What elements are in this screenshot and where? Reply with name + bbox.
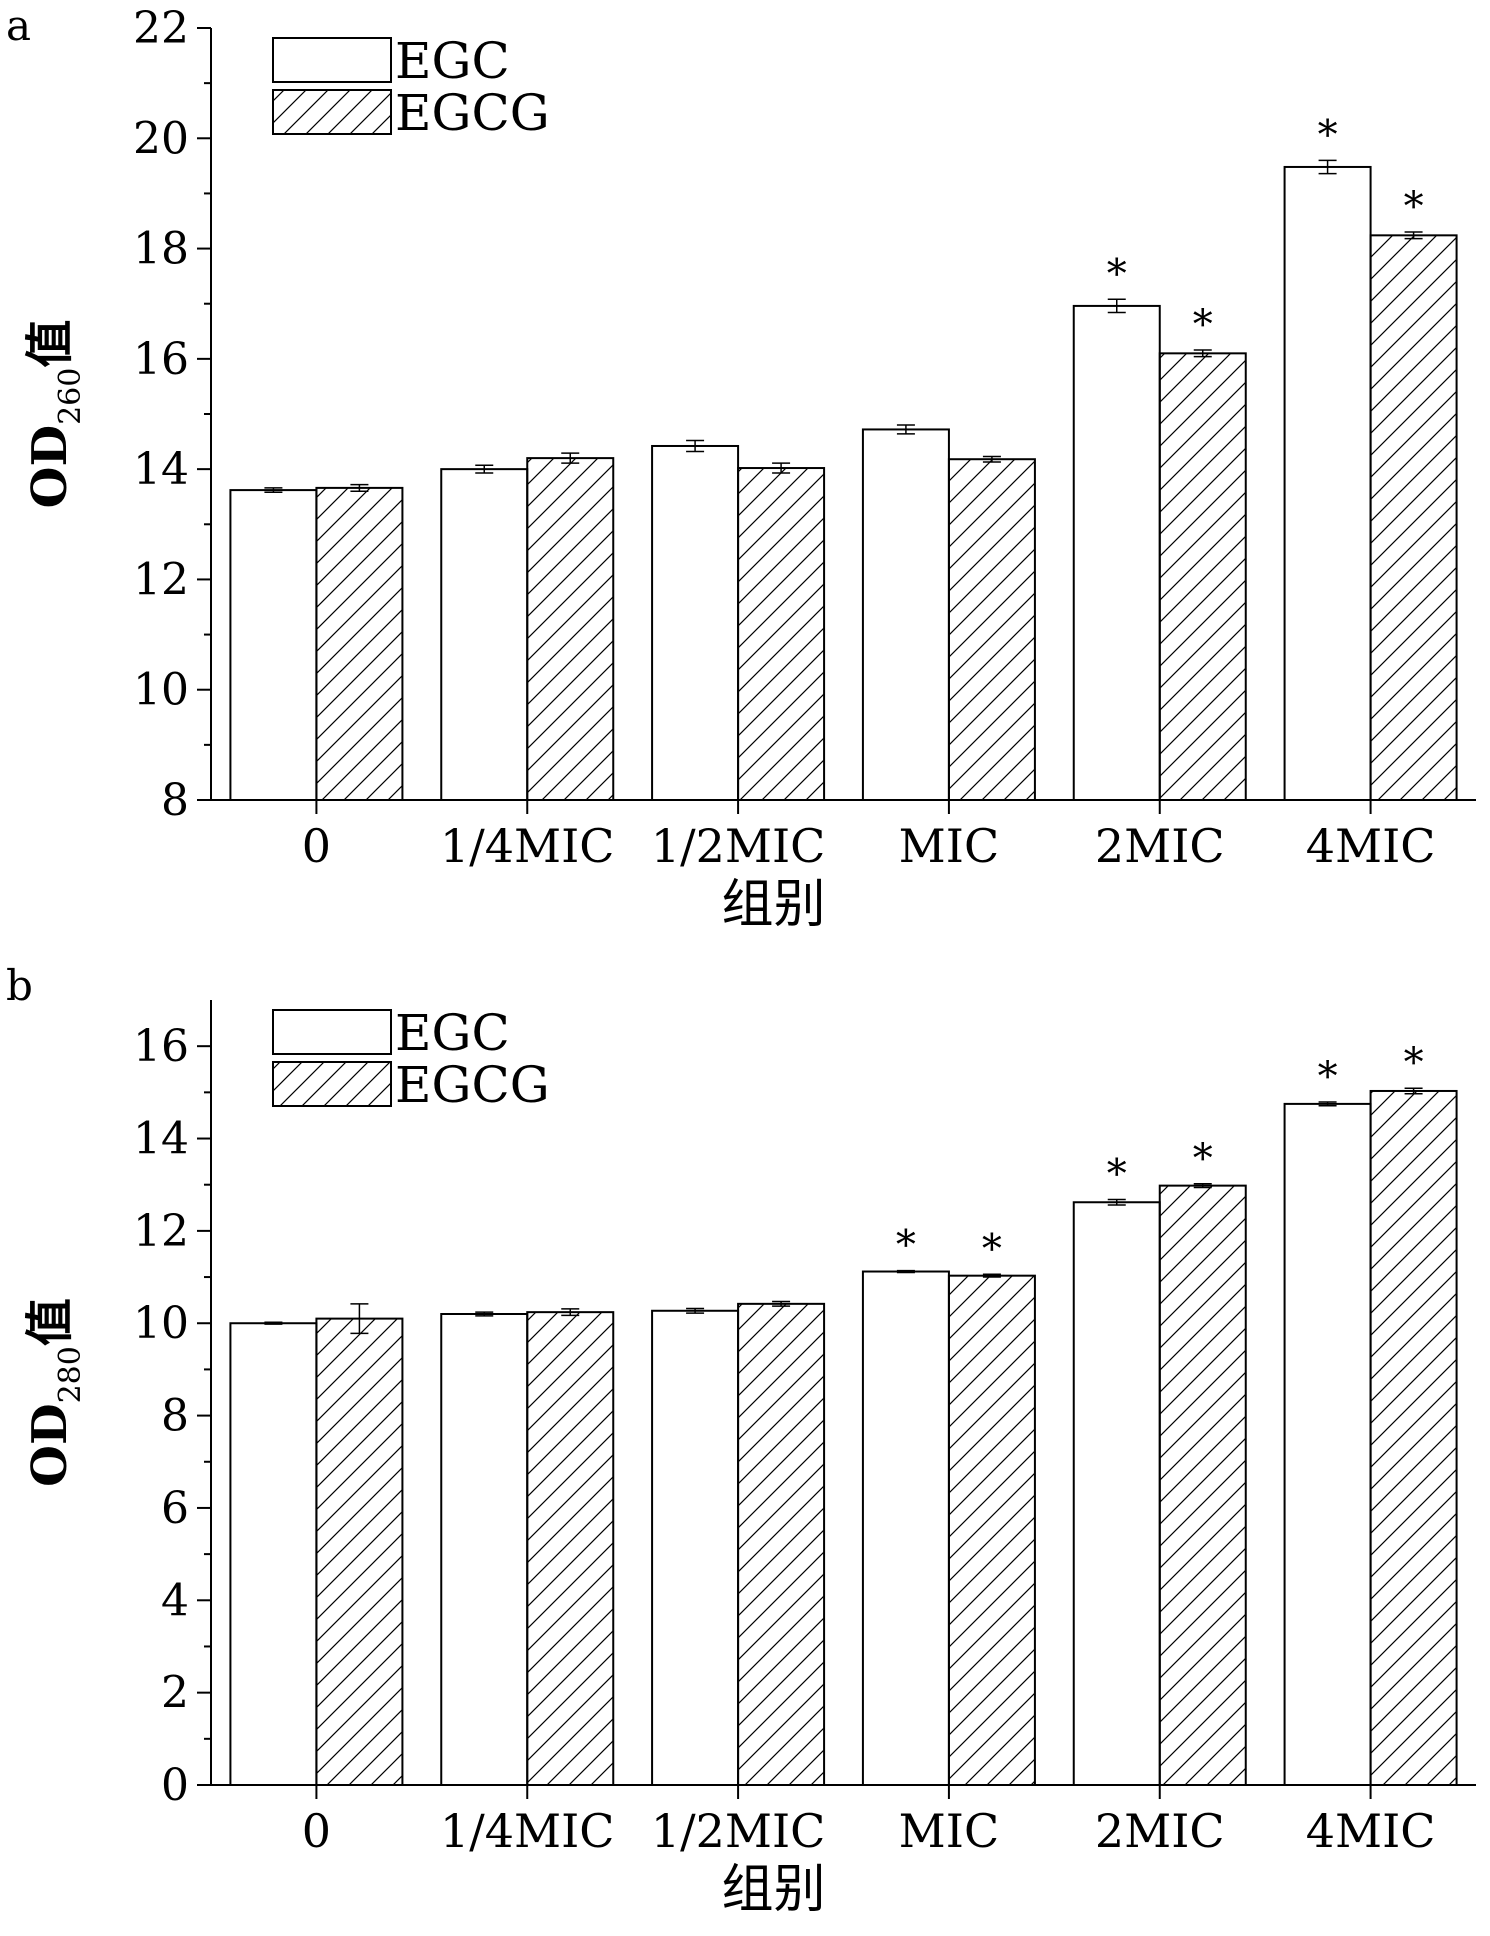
y-axis-title-subscript: 280 [53,1346,88,1403]
bar-egc [440,1313,529,1786]
x-tick-label: 2MIC [1095,819,1225,873]
y-axis-title-main: OD [22,425,78,508]
bar-egc [861,1270,950,1787]
bar-egcg [526,457,615,801]
x-tick-label: 1/2MIC [651,819,826,873]
bar-egc [229,489,318,801]
bar-egcg [315,1317,404,1787]
x-tick-label: 4MIC [1306,1804,1436,1858]
y-tick-label: 10 [133,665,189,716]
significance-mark: * [1404,184,1424,230]
significance-mark: * [1318,1054,1338,1100]
bar-egc [861,428,950,801]
bar-egc [440,468,529,801]
y-tick-label: 14 [133,444,189,495]
y-tick-label: 10 [133,1298,189,1349]
legend-label: EGCG [395,1056,550,1114]
y-tick-label: 12 [133,1206,189,1257]
panel-label: a [6,1,31,50]
bar-egcg [737,1302,826,1786]
chart-panel-b: b 0 2 4 6 8 10 12 14 16 0 1/4MIC 1/2MIC MIC * * 2MIC * * 4M… [6,961,1476,1920]
significance-mark: * [1107,1151,1127,1197]
y-tick-label: 16 [133,1021,189,1072]
bar-egc [651,444,740,801]
x-tick-label: MIC [899,819,999,873]
y-axis-title: OD280值 [22,1298,88,1487]
legend-swatch-egcg [272,1061,392,1107]
significance-mark: * [1193,302,1213,348]
bar-egc [229,1322,318,1787]
bar-egcg [1369,234,1458,801]
bar-egcg [315,486,404,801]
significance-mark: * [982,1226,1002,1272]
bar-egcg [947,458,1036,801]
y-tick-label: 12 [133,554,189,605]
y-axis-title-suffix: 值 [22,320,78,368]
bar-egcg [947,1274,1036,1787]
significance-mark: * [1318,112,1338,158]
y-tick-label: 18 [133,224,189,275]
legend-swatch-egcg [272,89,392,135]
significance-mark: * [1193,1136,1213,1182]
bar-egcg [1158,1184,1247,1786]
y-tick-label: 0 [161,1760,189,1811]
panel-label: b [6,961,33,1010]
significance-mark: * [896,1223,916,1269]
legend-swatch-egc [272,37,392,83]
significance-mark: * [1107,251,1127,297]
bar-egcg [1158,352,1247,801]
y-tick-label: 22 [133,3,189,54]
bar-egc [1072,304,1161,801]
y-tick-label: 8 [161,775,189,826]
y-tick-label: 20 [133,113,189,164]
x-tick-label: 1/2MIC [651,1804,826,1858]
y-tick-label: 6 [161,1483,189,1534]
x-tick-label: MIC [899,1804,999,1858]
x-tick-label: 4MIC [1306,819,1436,873]
x-axis-title: 组别 [721,1860,825,1920]
bar-egc [1283,1102,1372,1787]
legend-label: EGC [395,32,510,90]
x-tick-label: 0 [302,819,331,873]
legend-label: EGCG [395,84,550,142]
y-tick-label: 8 [161,1391,189,1442]
legend-label: EGC [395,1004,510,1062]
chart-panel-a: a 8 10 12 14 16 18 20 22 0 1/4MIC 1/2MIC MIC 2MIC * * 4M… [6,1,1476,935]
x-tick-label: 1/4MIC [440,1804,615,1858]
bar-egcg [526,1311,615,1786]
bar-egc [1072,1201,1161,1786]
x-tick-label: 2MIC [1095,1804,1225,1858]
x-tick-label: 1/4MIC [440,819,615,873]
x-axis-title: 组别 [721,875,825,935]
y-tick-label: 16 [133,334,189,385]
bar-egcg [1369,1089,1458,1786]
significance-mark: * [1404,1040,1424,1086]
x-tick-label: 0 [302,1804,331,1858]
y-tick-label: 14 [133,1114,189,1165]
y-axis-title-main: OD [22,1403,78,1486]
y-axis-title-subscript: 260 [53,368,88,425]
y-tick-label: 4 [161,1575,189,1626]
y-axis-title: OD260值 [22,320,88,509]
bar-egc [1283,165,1372,801]
bar-egcg [737,467,826,801]
bar-egc [651,1309,740,1787]
y-axis-title-suffix: 值 [22,1298,78,1346]
y-tick-label: 2 [161,1668,189,1719]
legend-swatch-egc [272,1009,392,1055]
